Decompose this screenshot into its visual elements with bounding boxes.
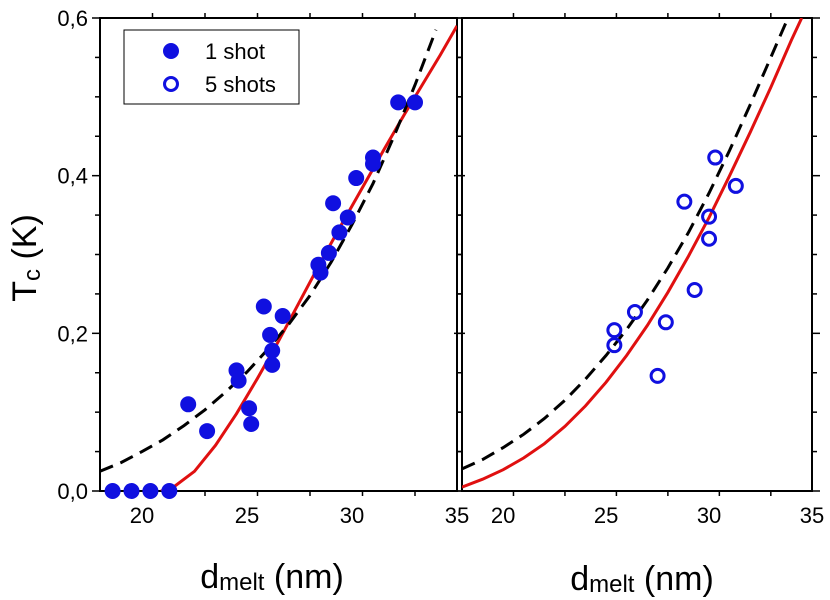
y-tick-label: 0,0 (57, 479, 88, 504)
right-solid-fit-line (462, 18, 804, 489)
left-panel: 20 25 30 35 0,0 0,2 0,4 0,6 (57, 6, 469, 528)
data-point-5-shots (707, 149, 724, 166)
x-axis-label-left-sub: melt (219, 569, 265, 596)
legend-label-1-shot: 1 shot (205, 39, 265, 64)
left-x-tick-label: 35 (445, 503, 469, 528)
x-axis-label-left: dmelt (nm) (200, 558, 344, 596)
data-point-1-shot (255, 298, 272, 315)
data-point-5-shots (676, 193, 693, 210)
data-point-1-shot (274, 307, 291, 324)
legend-marker-1-shot (163, 43, 179, 59)
data-point-5-shots (606, 322, 623, 339)
right-panel: 20 25 30 35 (454, 13, 824, 528)
y-tick-label: 0,4 (57, 164, 88, 189)
left-x-tick-label: 25 (235, 503, 259, 528)
data-point-1-shot (243, 415, 260, 432)
data-point-1-shot (262, 326, 279, 343)
data-point-1-shot (407, 94, 423, 111)
right-x-tick-label: 30 (697, 503, 721, 528)
data-point-5-shots (701, 230, 718, 247)
data-point-1-shot (180, 396, 197, 413)
right-x-tick-label: 25 (594, 503, 618, 528)
data-point-1-shot (264, 356, 281, 373)
data-point-1-shot (312, 264, 329, 281)
x-axis-label-right: dmelt (nm) (570, 560, 714, 598)
data-point-1-shot (320, 244, 337, 261)
x-axis-label-left-main: d (200, 558, 219, 596)
x-axis-label-right-main: d (570, 560, 589, 598)
legend: 1 shot 5 shots (123, 29, 300, 105)
legend-marker-5-shots (163, 76, 179, 92)
legend-label-5-shots: 5 shots (205, 72, 276, 97)
data-point-1-shot (365, 149, 381, 166)
data-point-5-shots (657, 314, 674, 331)
left-x-tick-label: 20 (130, 503, 154, 528)
data-point-5-shots (606, 337, 623, 354)
x-axis-label-right-rest: (nm) (634, 560, 713, 598)
right-x-tick-label: 20 (491, 503, 515, 528)
data-point-1-shot (241, 400, 258, 417)
data-point-1-shot (264, 342, 281, 359)
data-point-5-shots (626, 304, 643, 321)
y-axis-label-main: T (6, 281, 44, 302)
y-tick-label: 0,6 (57, 6, 88, 31)
data-point-1-shot (104, 483, 121, 499)
data-point-5-shots (727, 177, 744, 194)
right-x-tick-label: 35 (800, 503, 824, 528)
data-point-1-shot (325, 195, 342, 212)
right-plot-frame (461, 17, 813, 492)
y-axis-label-rest: (K) (6, 214, 44, 269)
y-axis-label: Tc (K) (6, 214, 46, 302)
data-point-1-shot (348, 170, 365, 187)
right-dashed-fit-line (462, 18, 790, 471)
data-point-5-shots (686, 281, 703, 298)
left-x-tick-label: 30 (340, 503, 364, 528)
x-axis-label-left-rest: (nm) (264, 558, 343, 596)
x-axis-label-right-sub: melt (589, 571, 635, 598)
data-point-1-shot (390, 94, 407, 111)
data-point-1-shot (339, 209, 356, 226)
data-point-1-shot (230, 372, 247, 389)
data-point-1-shot (142, 483, 159, 499)
y-tick-label: 0,2 (57, 321, 88, 346)
y-axis-label-sub: c (19, 269, 46, 281)
data-point-1-shot (161, 483, 178, 499)
data-point-1-shot (123, 483, 140, 499)
data-point-5-shots (649, 367, 666, 384)
data-point-5-shots (701, 208, 718, 225)
data-point-1-shot (331, 224, 348, 241)
legend-box (123, 29, 300, 105)
data-point-1-shot (199, 423, 216, 440)
